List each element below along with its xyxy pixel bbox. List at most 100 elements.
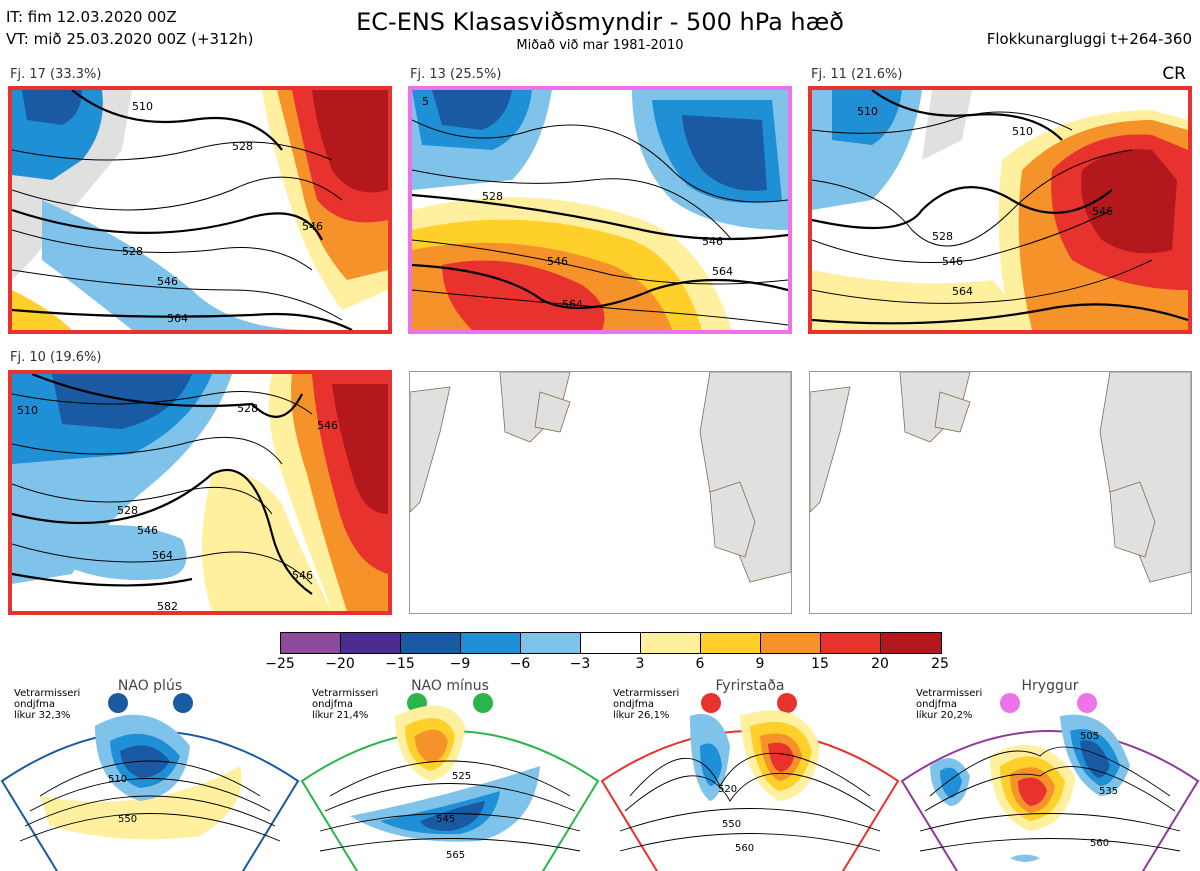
contour-label: 528	[117, 504, 138, 517]
regime-contour-label: 545	[436, 814, 455, 825]
regime-ridge: Hryggur Vetrarmisseri ondjfma líkur 20,2…	[900, 676, 1200, 871]
regime-title: NAO plús	[117, 678, 183, 694]
regime-title: Hryggur	[1021, 678, 1079, 694]
cluster-label-4: Fj. 10 (19.6%)	[10, 350, 102, 365]
contour-label: 546	[157, 275, 178, 288]
colorbar-swatch	[281, 633, 341, 653]
contour-label: 546	[302, 220, 323, 233]
regime-contour-label: 505	[1080, 731, 1099, 742]
regime-blocking: Fyrirstaða Vetrarmisseri ondjfma líkur 2…	[600, 676, 900, 871]
regime-contour-label: 525	[452, 771, 471, 782]
contour-label: 510	[132, 100, 153, 113]
regime-dot-icon	[1077, 693, 1097, 713]
regime-caption: Vetrarmisseri ondjfma líkur 26,1%	[613, 688, 680, 721]
contour-label: 546	[317, 419, 338, 432]
cluster-label-3: Fj. 11 (21.6%)	[811, 67, 903, 82]
colorbar	[280, 632, 942, 654]
regime-dot-icon	[701, 693, 721, 713]
contour-label: 564	[952, 285, 973, 298]
colorbar-tick: −6	[509, 656, 531, 672]
contour-label: 510	[857, 105, 878, 118]
contour-label: 546	[1092, 205, 1113, 218]
contour-label: 564	[712, 265, 733, 278]
contour-label: 564	[562, 298, 583, 311]
initial-time: IT: fim 12.03.2020 00Z	[6, 8, 177, 26]
cluster-map-2-svg: 5 528 546 546 564 564	[412, 90, 788, 330]
contour-label: 546	[702, 235, 723, 248]
regime-contour-label: 550	[118, 814, 137, 825]
cluster-label-2: Fj. 13 (25.5%)	[410, 67, 502, 82]
contour-label: 528	[122, 245, 143, 258]
contour-label: 528	[482, 190, 503, 203]
regime-dot-icon	[777, 693, 797, 713]
page-title: EC-ENS Klasasviðsmyndir - 500 hPa hæð	[356, 8, 844, 36]
cluster-map-1: 510 528 528 546 546 564	[8, 86, 392, 334]
contour-label: 510	[17, 404, 38, 417]
colorbar-swatch	[581, 633, 641, 653]
regime-caption: Vetrarmisseri ondjfma líkur 20,2%	[916, 688, 983, 721]
contour-label: 564	[152, 549, 173, 562]
regime-dot-icon	[473, 693, 493, 713]
colorbar-swatch	[341, 633, 401, 653]
colorbar-swatch	[821, 633, 881, 653]
regime-title: Fyrirstaða	[715, 678, 785, 694]
regime-contour-label: 560	[1090, 838, 1109, 849]
contour-label: 564	[167, 312, 188, 325]
colorbar-tick: 9	[755, 656, 765, 672]
regime-contour-label: 560	[735, 843, 754, 854]
contour-label: 546	[547, 255, 568, 268]
colorbar-tick: 20	[871, 656, 889, 672]
empty-map-2-svg	[810, 372, 1191, 613]
colorbar-tick: −3	[569, 656, 591, 672]
empty-map-1	[409, 371, 792, 614]
regime-dot-icon	[108, 693, 128, 713]
regime-caption: Vetrarmisseri ondjfma líkur 32,3%	[14, 688, 81, 721]
empty-map-1-svg	[410, 372, 791, 613]
contour-label: 510	[1012, 125, 1033, 138]
colorbar-swatch	[401, 633, 461, 653]
regime-map-svg: 505 535 560	[900, 693, 1200, 871]
colorbar-swatch	[461, 633, 521, 653]
regime-contour-label: 520	[718, 784, 737, 795]
colorbar-tick: −20	[325, 656, 355, 672]
colorbar-swatch	[881, 633, 941, 653]
regime-nao-minus: NAO mínus Vetrarmisseri ondjfma líkur 21…	[300, 676, 600, 871]
colorbar-swatch	[701, 633, 761, 653]
cluster-map-1-svg: 510 528 528 546 546 564	[12, 90, 388, 330]
colorbar-tick: 3	[635, 656, 645, 672]
regime-title: NAO mínus	[411, 678, 489, 694]
contour-label: 5	[422, 95, 429, 108]
header-left: IT: fim 12.03.2020 00Z VT: mið 25.03.202…	[6, 6, 254, 50]
colorbar-tick: 6	[695, 656, 705, 672]
colorbar-tick: 15	[811, 656, 829, 672]
contour-label: 528	[932, 230, 953, 243]
cluster-map-2: 5 528 546 546 564 564	[408, 86, 792, 334]
regime-caption: Vetrarmisseri ondjfma líkur 21,4%	[312, 688, 379, 721]
regime-dot-icon	[1000, 693, 1020, 713]
regime-contour-label: 510	[108, 774, 127, 785]
contour-label: 546	[292, 569, 313, 582]
empty-map-2	[809, 371, 1192, 614]
regime-contour-label: 565	[446, 850, 465, 861]
contour-label: 546	[942, 255, 963, 268]
cluster-code: CR	[1162, 64, 1186, 84]
colorbar-tick: −9	[449, 656, 471, 672]
contour-label: 528	[237, 402, 258, 415]
regime-nao-plus: NAO plús Vetrarmisseri ondjfma líkur 32,…	[0, 676, 300, 871]
cluster-map-3-svg: 510 510 528 546 546 564	[812, 90, 1188, 330]
colorbar-swatch	[761, 633, 821, 653]
cluster-label-1: Fj. 17 (33.3%)	[10, 67, 102, 82]
cluster-map-4: 510 528 546 528 546 564 546 582	[8, 370, 392, 615]
valid-time: VT: mið 25.03.2020 00Z (+312h)	[6, 30, 254, 48]
regime-map-svg: 510 550	[0, 693, 300, 871]
colorbar-tick: −25	[265, 656, 295, 672]
contour-label: 528	[232, 140, 253, 153]
regime-dot-icon	[173, 693, 193, 713]
cluster-map-4-svg: 510 528 546 528 546 564 546 582	[12, 374, 388, 611]
colorbar-tick: 25	[931, 656, 949, 672]
classification-window: Flokkunargluggi t+264-360	[986, 30, 1192, 48]
contour-label: 582	[157, 600, 178, 611]
contour-label: 546	[137, 524, 158, 537]
page-subtitle: Miðað við mar 1981-2010	[516, 38, 684, 53]
regime-contour-label: 535	[1099, 786, 1118, 797]
